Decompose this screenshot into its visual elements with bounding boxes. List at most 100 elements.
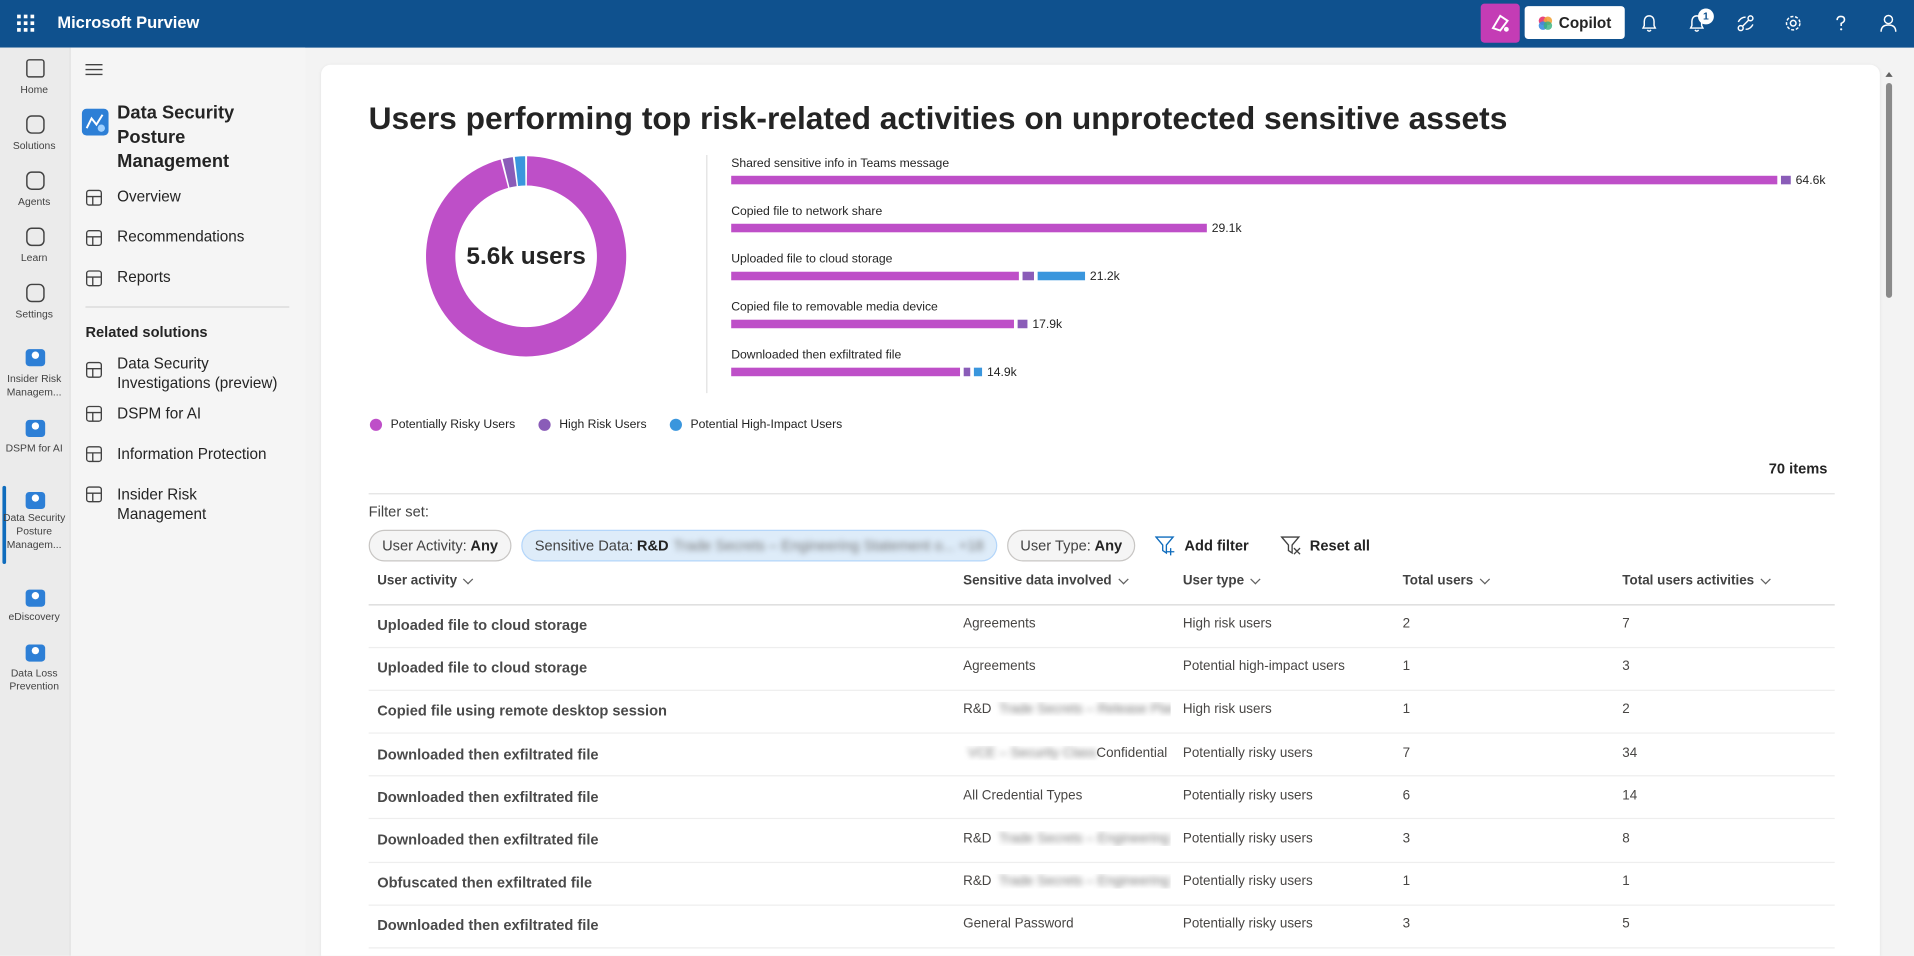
nav-item[interactable]: Reports — [117, 268, 171, 286]
filter-pill[interactable]: Sensitive Data: R&D Trade Secrets – Engine… — [521, 529, 998, 562]
column-header-label: Total users activities — [1622, 573, 1755, 589]
icon-shape — [85, 486, 102, 503]
app-name[interactable]: Microsoft Purview — [57, 13, 200, 32]
icon-shape — [31, 351, 40, 359]
icon-shape — [85, 189, 102, 206]
rail-icon — [25, 644, 46, 662]
nav-divider — [85, 306, 290, 308]
table-cell: 1 — [1402, 702, 1411, 718]
table-cell[interactable]: Copied file using remote desktop session — [377, 702, 667, 720]
table-cell[interactable]: Uploaded file to cloud storage — [377, 659, 588, 677]
column-header[interactable]: Total users activities — [1622, 573, 1771, 589]
related-item[interactable]: Information Protection — [117, 445, 267, 463]
help-icon[interactable] — [1831, 13, 1851, 33]
column-header[interactable]: Sensitive data involved — [963, 574, 1129, 588]
nav-icon — [85, 189, 102, 206]
rail-label: Solutions — [12, 139, 56, 152]
nav-icon — [85, 270, 102, 287]
table-cell: 34 — [1622, 745, 1638, 761]
app-launcher[interactable] — [16, 13, 36, 33]
copilot-agent-button[interactable] — [1480, 3, 1520, 43]
filter-blurred-value: Trade Secrets – Engineering Statement o.… — [673, 537, 984, 555]
top-bar: Microsoft Purview Copilot 1 — [0, 0, 1914, 48]
table-cell: 2 — [1402, 616, 1411, 632]
icon-shape — [85, 405, 102, 422]
icon-shape — [26, 283, 45, 303]
app-rail: Home Solutions Agents Learn Settings Insider … — [0, 47, 71, 956]
table-cell: 1 — [1402, 874, 1411, 889]
cell-text: R&D — [963, 702, 992, 718]
rail-icon — [25, 419, 46, 438]
cell-text: Agreements — [963, 659, 1036, 675]
icon-shape — [85, 361, 102, 378]
icon-shape — [86, 276, 102, 286]
related-item[interactable]: Data Security Investigations (preview) — [117, 355, 278, 392]
column-header-label: Total users — [1402, 573, 1474, 589]
nav-panel: Data Security Posture Management Related… — [70, 47, 306, 956]
table-cell: 3 — [1622, 659, 1630, 675]
menu-toggle[interactable] — [85, 63, 103, 76]
column-header[interactable]: Total users — [1402, 573, 1490, 589]
sort-chevron — [463, 574, 474, 585]
table-cell: 6 — [1402, 788, 1411, 803]
rail-label: Agents — [18, 195, 51, 208]
table-cell: R&D Trade Secrets – Engineering Sta... — [963, 831, 1171, 846]
nav-icon — [85, 486, 102, 503]
table-cell: R&D Trade Secrets – Engineering Sta... — [963, 874, 1171, 889]
rail-label: Home — [20, 83, 49, 96]
table-cell[interactable]: Downloaded then exfiltrated file — [377, 831, 599, 849]
scrollbar[interactable] — [1884, 68, 1895, 955]
sort-chevron — [1479, 574, 1490, 585]
blurred-text: Trade Secrets – Engineering Sta... — [998, 831, 1171, 846]
table-cell: 7 — [1622, 616, 1630, 632]
icon-shape — [1155, 536, 1175, 555]
filter-value: R&D — [636, 537, 669, 555]
row-divider — [368, 646, 1835, 648]
column-header[interactable]: User activity — [377, 574, 474, 588]
icon-shape — [1167, 548, 1175, 556]
nav-icon — [85, 361, 102, 378]
filter-action[interactable]: Add filter — [1155, 535, 1249, 557]
filter-pill[interactable]: User Activity: Any — [368, 529, 512, 562]
table-cell[interactable]: Obfuscated then exfiltrated file — [377, 874, 593, 892]
nav-item[interactable]: Recommendations — [117, 228, 245, 246]
rail-icon — [26, 59, 45, 78]
filter-bar: User Activity: Any Sensitive Data: R&D Trade… — [368, 529, 1370, 562]
nav-item[interactable]: Overview — [117, 187, 181, 206]
rail-label: Learn — [20, 251, 48, 264]
related-item[interactable]: DSPM for AI — [117, 405, 202, 423]
solution-icon — [81, 108, 109, 136]
filter-value: Any — [470, 537, 499, 555]
active-indicator — [2, 485, 7, 564]
filter-label: Filter set: — [368, 502, 429, 521]
related-item[interactable]: Insider Risk Management — [117, 485, 207, 523]
table-cell[interactable]: Uploaded file to cloud storage — [377, 616, 588, 634]
icon-shape — [26, 171, 45, 190]
table-cell[interactable]: Downloaded then exfiltrated file — [377, 788, 599, 806]
icon-shape — [85, 230, 102, 247]
settings-icon[interactable] — [1783, 13, 1803, 33]
table-cell: All Credential Types — [963, 788, 1085, 803]
table-cell: 2 — [1622, 702, 1630, 718]
table-cell: 7 — [1402, 745, 1411, 761]
row-divider — [368, 861, 1835, 863]
account-icon[interactable] — [1879, 13, 1899, 33]
icon-shape — [26, 59, 45, 78]
connections-icon[interactable] — [1736, 13, 1756, 33]
notifications-icon[interactable] — [1639, 13, 1659, 33]
filter-pill[interactable]: User Type: Any — [1006, 529, 1136, 562]
rail-label: eDiscovery — [8, 610, 60, 623]
action-icon — [1280, 536, 1301, 555]
filter-name: User Type: — [1020, 537, 1091, 555]
table-cell: Potentially risky users — [1182, 745, 1313, 761]
copilot-button[interactable]: Copilot — [1524, 6, 1625, 40]
solution-title: Data Security Posture Management — [117, 102, 235, 173]
table-cell[interactable]: Downloaded then exfiltrated file — [377, 745, 599, 763]
rail-label: DSPM for AI — [5, 441, 63, 455]
filter-action[interactable]: Reset all — [1280, 535, 1370, 557]
column-header[interactable]: User type — [1183, 574, 1261, 588]
icon-shape — [86, 452, 102, 462]
nav-icon — [85, 446, 102, 463]
table-cell[interactable]: Downloaded then exfiltrated file — [377, 917, 599, 935]
sort-chevron — [1250, 574, 1261, 585]
